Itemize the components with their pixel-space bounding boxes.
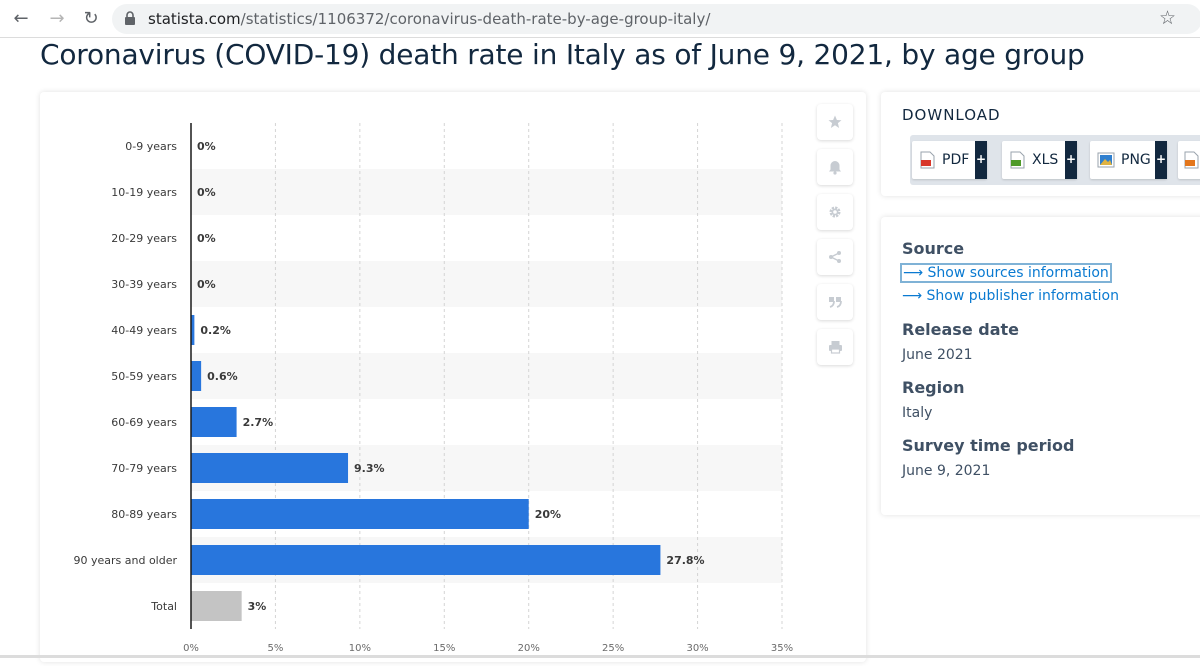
settings-button[interactable] bbox=[817, 194, 853, 230]
show-sources-link[interactable]: ⟶ Show sources information bbox=[900, 263, 1112, 283]
survey-period-heading: Survey time period bbox=[902, 436, 1075, 455]
bottom-divider bbox=[0, 655, 1200, 658]
data-label: 0% bbox=[197, 186, 216, 199]
ppt-file-icon bbox=[1184, 151, 1199, 169]
x-tick-label: 25% bbox=[602, 643, 624, 654]
share-icon bbox=[829, 251, 841, 263]
statistic-info-panel: Source ⟶ Show sources information ⟶ Show… bbox=[881, 217, 1200, 515]
region-heading: Region bbox=[902, 378, 965, 397]
download-ppt-button[interactable] bbox=[1178, 141, 1200, 179]
data-label: 9.3% bbox=[354, 462, 385, 475]
print-button[interactable] bbox=[817, 329, 853, 365]
data-label: 27.8% bbox=[666, 554, 704, 567]
xls-label: XLS bbox=[1032, 152, 1059, 168]
x-tick-label: 35% bbox=[771, 643, 793, 654]
bar-chart: 0% 5% 10% 15% 20% 25% 30% 35% 0-9 years 0% 10-19 y… bbox=[73, 123, 793, 654]
bookmark-star-icon[interactable]: ☆ bbox=[1158, 7, 1176, 29]
row-stripe bbox=[191, 353, 782, 399]
quote-icon bbox=[829, 297, 842, 308]
source-heading: Source bbox=[902, 239, 965, 258]
arrow-right-icon: ⟶ bbox=[903, 265, 924, 281]
category-label: 40-49 years bbox=[111, 324, 177, 337]
data-label: 0% bbox=[197, 232, 216, 245]
lock-icon bbox=[125, 11, 135, 25]
url-domain: statista.com bbox=[148, 10, 241, 28]
browser-toolbar: ← → ↻ statista.com/statistics/1106372/co… bbox=[0, 0, 1200, 38]
bar bbox=[191, 453, 349, 483]
data-label: 0.2% bbox=[200, 324, 231, 337]
category-label: 10-19 years bbox=[111, 186, 177, 199]
x-tick-label: 20% bbox=[518, 643, 540, 654]
category-label: 90 years and older bbox=[73, 554, 177, 567]
category-label: 60-69 years bbox=[111, 416, 177, 429]
release-date-value: June 2021 bbox=[902, 347, 973, 363]
category-label: 70-79 years bbox=[111, 462, 177, 475]
download-xls-button[interactable]: XLS + bbox=[1002, 141, 1077, 179]
show-publisher-label: Show publisher information bbox=[926, 288, 1119, 304]
row-stripe bbox=[191, 261, 782, 307]
region-value: Italy bbox=[902, 405, 933, 421]
x-tick-label: 30% bbox=[686, 643, 708, 654]
category-label: Total bbox=[150, 600, 177, 613]
data-label: 2.7% bbox=[243, 416, 274, 429]
pdf-file-icon bbox=[920, 151, 935, 169]
bar bbox=[191, 591, 242, 621]
pdf-plus-icon[interactable]: + bbox=[975, 141, 987, 179]
data-label: 3% bbox=[248, 600, 267, 613]
print-icon bbox=[828, 341, 842, 354]
forward-icon[interactable]: → bbox=[49, 8, 65, 29]
data-label: 0.6% bbox=[207, 370, 238, 383]
show-sources-label: Show sources information bbox=[927, 265, 1109, 281]
x-tick-label: 10% bbox=[349, 643, 371, 654]
alert-button[interactable] bbox=[817, 149, 853, 185]
category-label: 0-9 years bbox=[125, 140, 177, 153]
page-title: Coronavirus (COVID-19) death rate in Ita… bbox=[40, 38, 1085, 71]
release-date-heading: Release date bbox=[902, 320, 1019, 339]
back-icon[interactable]: ← bbox=[13, 8, 29, 29]
xls-file-icon bbox=[1010, 151, 1025, 169]
url-path: /statistics/1106372/coronavirus-death-ra… bbox=[240, 10, 711, 28]
gear-icon bbox=[829, 206, 841, 218]
address-bar[interactable]: statista.com/statistics/1106372/coronavi… bbox=[112, 4, 1200, 34]
x-tick-label: 15% bbox=[433, 643, 455, 654]
reload-icon[interactable]: ↻ bbox=[83, 8, 99, 29]
png-plus-icon[interactable]: + bbox=[1155, 141, 1167, 179]
survey-period-value: June 9, 2021 bbox=[902, 463, 991, 479]
bell-icon bbox=[829, 160, 841, 175]
category-label: 50-59 years bbox=[111, 370, 177, 383]
pdf-label: PDF bbox=[942, 152, 970, 168]
data-label: 20% bbox=[535, 508, 561, 521]
data-label: 0% bbox=[197, 278, 216, 291]
xls-plus-icon[interactable]: + bbox=[1065, 141, 1077, 179]
show-publisher-link[interactable]: ⟶ Show publisher information bbox=[902, 288, 1119, 304]
bar bbox=[191, 407, 237, 437]
download-pdf-button[interactable]: PDF + bbox=[912, 141, 987, 179]
bar bbox=[191, 499, 529, 529]
png-label: PNG bbox=[1121, 152, 1151, 168]
download-panel: DOWNLOAD PDF + XLS + PNG + bbox=[881, 92, 1200, 196]
row-stripe bbox=[191, 169, 782, 215]
arrow-right-icon: ⟶ bbox=[902, 288, 923, 304]
chart-card: 0% 5% 10% 15% 20% 25% 30% 35% 0-9 years 0% 10-19 y… bbox=[40, 92, 866, 662]
url-text: statista.com/statistics/1106372/coronavi… bbox=[148, 10, 710, 28]
download-buttons: PDF + XLS + PNG + bbox=[910, 135, 1200, 185]
share-button[interactable] bbox=[817, 239, 853, 275]
category-label: 30-39 years bbox=[111, 278, 177, 291]
bar bbox=[191, 545, 661, 575]
data-label: 0% bbox=[197, 140, 216, 153]
bar bbox=[191, 361, 202, 391]
download-title: DOWNLOAD bbox=[902, 106, 1001, 124]
bar bbox=[191, 315, 195, 345]
x-tick-label: 5% bbox=[267, 643, 283, 654]
category-label: 20-29 years bbox=[111, 232, 177, 245]
download-png-button[interactable]: PNG + bbox=[1090, 141, 1167, 179]
category-label: 80-89 years bbox=[111, 508, 177, 521]
favorite-button[interactable] bbox=[817, 104, 853, 140]
citation-button[interactable] bbox=[817, 284, 853, 320]
star-icon bbox=[828, 115, 842, 128]
x-tick-label: 0% bbox=[183, 643, 199, 654]
png-file-icon bbox=[1097, 152, 1115, 168]
